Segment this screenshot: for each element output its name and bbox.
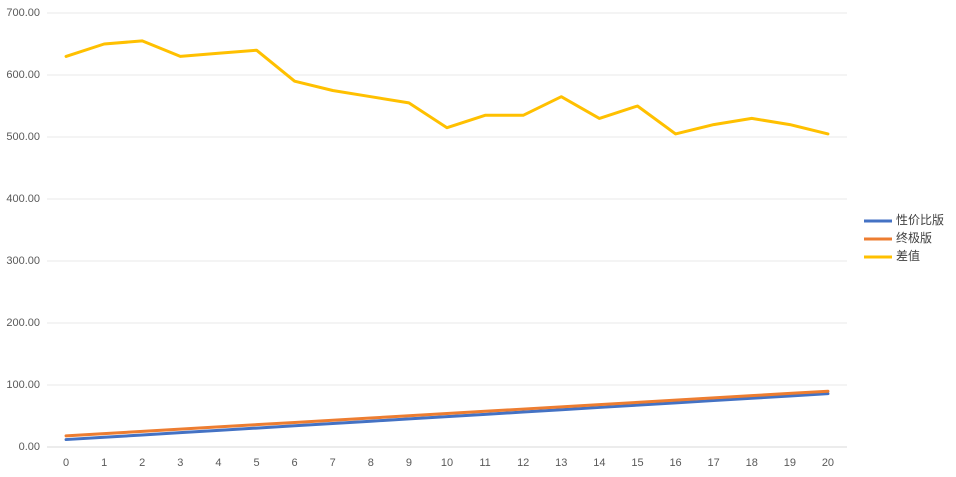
- x-tick-label: 14: [593, 457, 605, 469]
- series-line: [64, 39, 830, 136]
- series-line: [64, 389, 830, 438]
- legend-label: 性价比版: [896, 213, 944, 227]
- x-tick-label: 9: [406, 457, 412, 469]
- x-tick-label: 15: [631, 457, 643, 469]
- x-tick-label: 4: [215, 457, 221, 469]
- x-tick-label: 2: [139, 457, 145, 469]
- x-tick-label: 10: [441, 457, 453, 469]
- y-tick-label: 400.00: [6, 193, 40, 205]
- y-tick-label: 100.00: [6, 379, 40, 391]
- y-tick-label: 600.00: [6, 69, 40, 81]
- y-tick-label: 500.00: [6, 131, 40, 143]
- x-tick-label: 0: [63, 457, 69, 469]
- y-tick-label: 700.00: [6, 7, 40, 19]
- x-tick-label: 20: [822, 457, 834, 469]
- x-tick-label: 8: [368, 457, 374, 469]
- x-tick-label: 6: [292, 457, 298, 469]
- x-tick-label: 5: [253, 457, 259, 469]
- y-tick-label: 300.00: [6, 255, 40, 267]
- x-tick-label: 1: [101, 457, 107, 469]
- x-tick-label: 19: [784, 457, 796, 469]
- x-tick-label: 12: [517, 457, 529, 469]
- x-tick-label: 7: [330, 457, 336, 469]
- x-tick-label: 13: [555, 457, 567, 469]
- x-tick-label: 11: [479, 457, 490, 469]
- x-tick-label: 16: [669, 457, 681, 469]
- y-tick-label: 200.00: [6, 317, 40, 329]
- x-tick-label: 17: [708, 457, 720, 469]
- legend-label: 差值: [896, 248, 920, 263]
- x-tick-label: 3: [177, 457, 183, 469]
- y-tick-label: 0.00: [19, 441, 40, 453]
- x-tick-label: 18: [746, 457, 758, 469]
- series-line: [64, 392, 830, 442]
- legend-label: 终极版: [896, 230, 932, 245]
